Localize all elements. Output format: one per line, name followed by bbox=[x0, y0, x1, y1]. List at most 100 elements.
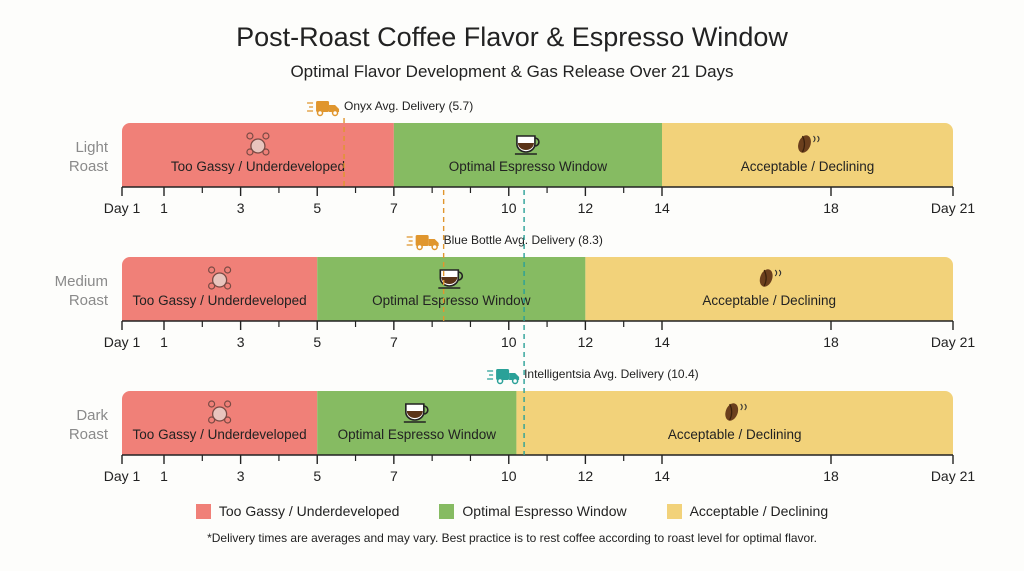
zone-label: Acceptable / Declining bbox=[702, 293, 836, 308]
bubble bbox=[211, 272, 228, 288]
roast-row-medium: Medium Roast Too Gassy / Underdeveloped Opt… bbox=[55, 257, 975, 350]
bubble bbox=[246, 132, 254, 140]
bubble bbox=[208, 266, 216, 274]
legend-label: Too Gassy / Underdeveloped bbox=[218, 503, 400, 519]
espresso-cup-icon bbox=[438, 269, 464, 289]
bubble bbox=[250, 138, 266, 154]
tick-label: 10 bbox=[501, 200, 517, 216]
espresso-cup-icon bbox=[514, 135, 540, 155]
delivery-marker-1: Blue Bottle Avg. Delivery (8.3) bbox=[406, 190, 603, 321]
tick-label: 18 bbox=[823, 334, 839, 350]
row-label: Light bbox=[75, 139, 108, 156]
tick-label: 14 bbox=[654, 200, 670, 216]
bean-crease bbox=[729, 403, 733, 421]
aroma bbox=[774, 269, 782, 277]
zone-label: Too Gassy / Underdeveloped bbox=[133, 293, 307, 308]
legend: Too Gassy / Underdeveloped Optimal Espre… bbox=[0, 503, 1024, 519]
tick-label: 12 bbox=[578, 334, 594, 350]
delivery-label: Intelligentsia Avg. Delivery (10.4) bbox=[524, 367, 699, 381]
row-label: Roast bbox=[69, 158, 109, 175]
coffee bbox=[517, 143, 534, 150]
tick-label: 5 bbox=[313, 334, 321, 350]
tick-label: 10 bbox=[501, 468, 517, 484]
coffee-bean-icon bbox=[798, 135, 820, 153]
delivery-label: Onyx Avg. Delivery (5.7) bbox=[344, 99, 473, 113]
tick-label: 1 bbox=[160, 200, 168, 216]
wheel bbox=[316, 109, 324, 117]
zone-segment-optimal bbox=[317, 391, 517, 455]
bubble bbox=[246, 148, 254, 156]
chart-title: Post-Roast Coffee Flavor & Espresso Wind… bbox=[236, 22, 788, 52]
row-label: Roast bbox=[69, 292, 109, 309]
tick-label: 3 bbox=[237, 334, 245, 350]
tick-label: Day 21 bbox=[931, 468, 976, 484]
zone-segment-gassy bbox=[122, 257, 318, 321]
tick-label: 3 bbox=[237, 468, 245, 484]
tick-label: 10 bbox=[501, 334, 517, 350]
tick-label: 7 bbox=[390, 200, 398, 216]
chart-subtitle: Optimal Flavor Development & Gas Release… bbox=[290, 62, 734, 81]
legend-swatch-acceptable bbox=[666, 503, 682, 519]
wheel bbox=[431, 243, 438, 251]
coffee-bean-icon bbox=[725, 403, 747, 421]
roast-row-dark: Dark Roast Too Gassy / Underdeveloped Optim… bbox=[69, 391, 976, 484]
wheel bbox=[511, 377, 519, 385]
aroma bbox=[740, 403, 747, 411]
zone-segment-optimal bbox=[317, 257, 586, 321]
tick-label: 5 bbox=[313, 468, 321, 484]
tick-label: 7 bbox=[390, 334, 398, 350]
segments bbox=[122, 257, 953, 321]
bubbles-icon bbox=[246, 132, 270, 156]
speed-lines bbox=[307, 102, 314, 112]
tick-label: 14 bbox=[654, 334, 670, 350]
tick-label: 1 bbox=[160, 468, 168, 484]
zone-label: Optimal Espresso Window bbox=[449, 159, 608, 174]
delivery-marker-2: Intelligentsia Avg. Delivery (10.4) bbox=[487, 190, 699, 455]
zone-label: Optimal Espresso Window bbox=[338, 427, 497, 442]
bubble bbox=[208, 282, 216, 290]
legend-item-gassy: Too Gassy / Underdeveloped bbox=[195, 503, 400, 519]
delivery-label: Blue Bottle Avg. Delivery (8.3) bbox=[444, 233, 603, 247]
tick-label: Day 1 bbox=[104, 468, 141, 484]
coffee bbox=[406, 411, 423, 418]
tick-label: 3 bbox=[237, 200, 245, 216]
segments bbox=[122, 123, 953, 187]
bubbles-icon bbox=[208, 400, 232, 424]
bubble bbox=[224, 400, 232, 408]
zone-segment-optimal bbox=[393, 123, 662, 187]
footnote: *Delivery times are averages and may var… bbox=[207, 531, 817, 545]
tick-label: 1 bbox=[160, 334, 168, 350]
tick-label: 18 bbox=[823, 468, 839, 484]
bubble bbox=[211, 406, 228, 422]
bean-crease bbox=[801, 135, 806, 153]
wheel bbox=[331, 109, 339, 117]
truck-body bbox=[316, 101, 330, 112]
tick-label: 7 bbox=[390, 468, 398, 484]
bubble bbox=[224, 266, 232, 274]
zone-label: Acceptable / Declining bbox=[668, 427, 802, 442]
bubble bbox=[208, 400, 216, 408]
espresso-cup-icon bbox=[403, 403, 429, 423]
tick-label: 12 bbox=[578, 468, 594, 484]
bubble bbox=[262, 148, 270, 156]
zone-label: Too Gassy / Underdeveloped bbox=[171, 159, 345, 174]
speed-lines bbox=[487, 370, 494, 380]
wheel bbox=[416, 243, 423, 251]
tick-label: 5 bbox=[313, 200, 321, 216]
aroma bbox=[813, 135, 820, 143]
zone-label: Acceptable / Declining bbox=[741, 159, 875, 174]
bubble bbox=[224, 282, 232, 290]
delivery-truck-icon bbox=[406, 235, 439, 251]
truck-body bbox=[415, 235, 429, 246]
row-label: Medium bbox=[55, 273, 108, 290]
legend-item-optimal: Optimal Espresso Window bbox=[439, 503, 627, 519]
bubble bbox=[224, 416, 232, 424]
bubbles-icon bbox=[208, 266, 232, 290]
zone-segment-acceptable bbox=[516, 391, 953, 455]
delivery-truck-icon bbox=[307, 101, 340, 117]
truck-body bbox=[496, 369, 510, 380]
cup-handle bbox=[458, 271, 464, 281]
tick-label: 12 bbox=[578, 200, 594, 216]
bean-crease bbox=[763, 269, 767, 287]
